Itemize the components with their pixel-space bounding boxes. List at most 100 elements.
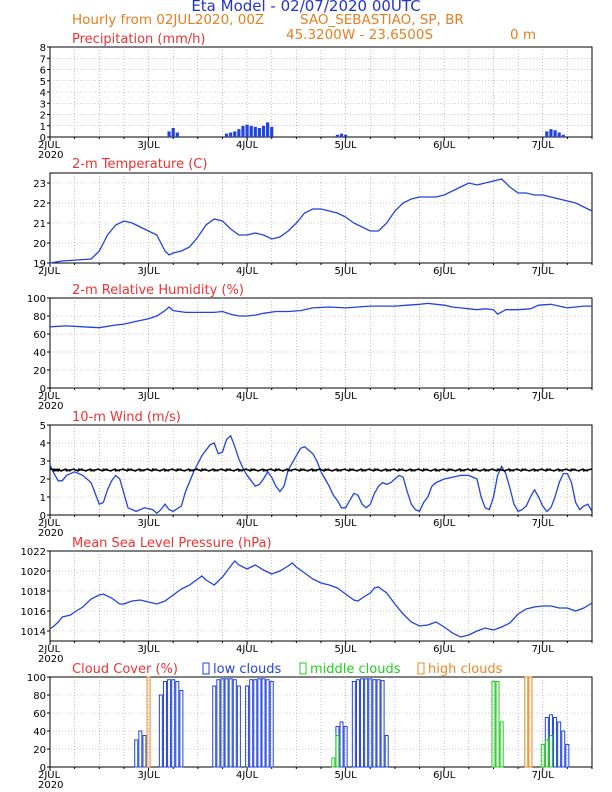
cloud-low-bar	[257, 678, 262, 768]
wind-ytick-label: 0	[40, 511, 46, 522]
precip-bar	[245, 124, 249, 137]
wind-arrow	[582, 468, 593, 472]
cloud-day-label: 7JUL	[532, 770, 555, 781]
cloud-high-bar	[528, 676, 533, 768]
cloud-low-bar	[553, 717, 558, 768]
precip-bar	[171, 128, 175, 137]
cloud-low-bar	[261, 678, 266, 768]
precip-bar	[545, 131, 549, 137]
mslp-year-label: 2020	[38, 654, 63, 665]
wind-day-label: 7JUL	[532, 518, 555, 529]
legend-low-label: low clouds	[213, 662, 282, 677]
precip-ytick-label: 0	[40, 133, 46, 144]
cloud-low-bar	[245, 685, 250, 768]
cloud-panel-title: Cloud Cover (%)	[72, 662, 178, 677]
cloud-low-bar	[142, 735, 147, 768]
cloud-low-bar	[232, 679, 237, 768]
cloud-middle-bar	[331, 757, 336, 768]
wind-year-label: 2020	[38, 528, 63, 539]
precip-bar	[270, 126, 274, 137]
temp-day-label: 6JUL	[433, 266, 456, 277]
precip-day-label: 6JUL	[433, 140, 456, 151]
precip-bar	[175, 132, 179, 137]
precip-bar	[257, 128, 262, 137]
temp-series-line	[49, 178, 593, 264]
wind-day-label: 3JUL	[137, 518, 160, 529]
precip-bar	[249, 125, 253, 137]
precip-ytick-label: 6	[40, 66, 46, 77]
subtitle-elevation: 0 m	[510, 27, 537, 43]
legend-middle-swatch	[299, 662, 307, 675]
cloud-low-bar	[355, 679, 360, 768]
cloud-low-bar	[249, 679, 254, 768]
wind-ytick-label: 1	[40, 493, 46, 504]
chart-title: Eta Model - 02/07/2020 00UTC	[191, 0, 421, 15]
precip-ytick-label: 8	[40, 43, 46, 54]
cloud-low-bar	[228, 678, 233, 768]
precip-day-label: 4JUL	[236, 140, 259, 151]
mslp-ytick-label: 1022	[21, 547, 46, 558]
cloud-low-bar	[175, 681, 180, 768]
cloud-middle-bar	[540, 744, 545, 768]
rh-day-label: 4JUL	[236, 391, 259, 402]
cloud-low-bar	[265, 679, 270, 768]
cloud-low-bar	[179, 690, 184, 768]
temp-ytick-label: 20	[33, 239, 46, 250]
rh-ytick-label: 80	[33, 312, 46, 323]
temp-day-label: 7JUL	[532, 266, 555, 277]
temp-panel-title: 2-m Temperature (C)	[72, 157, 207, 172]
cloud-low-bar	[220, 678, 225, 768]
wind-day-label: 5JUL	[335, 518, 358, 529]
cloud-ytick-label: 20	[33, 745, 46, 756]
precip-bar	[233, 131, 237, 137]
mslp-ytick-label: 1016	[21, 607, 46, 618]
cloud-low-bar	[384, 735, 389, 768]
precip-day-label: 3JUL	[137, 140, 160, 151]
subtitle-run-info: Hourly from 02JUL2020, 00Z	[72, 12, 265, 28]
precip-bar	[339, 133, 344, 137]
cloud-high-bar	[146, 676, 151, 768]
precip-ytick-label: 1	[40, 122, 46, 133]
wind-ytick-label: 3	[40, 457, 46, 468]
wind-ytick-label: 4	[40, 439, 46, 450]
cloud-low-bar	[376, 679, 381, 768]
precip-bar	[241, 125, 245, 137]
subtitle-location: SAO_SEBASTIAO, SP, BR	[300, 12, 464, 28]
precip-panel-title: Precipitation (mm/h)	[72, 32, 205, 47]
mslp-day-label: 2JUL	[38, 644, 61, 655]
cloud-low-bar	[224, 678, 229, 768]
cloud-middle-bar	[548, 735, 553, 768]
temp-day-label: 5JUL	[335, 266, 358, 277]
mslp-day-label: 3JUL	[137, 644, 160, 655]
rh-day-label: 6JUL	[433, 391, 456, 402]
mslp-panel-title: Mean Sea Level Pressure (hPa)	[72, 536, 272, 551]
wind-series-line	[49, 434, 593, 515]
wind-panel-title: 10-m Wind (m/s)	[72, 410, 181, 425]
cloud-low-bar	[167, 679, 172, 768]
mslp-ytick-label: 1014	[21, 627, 46, 638]
cloud-low-bar	[162, 681, 167, 768]
rh-ytick-label: 20	[33, 366, 46, 377]
precip-ytick-label: 5	[40, 77, 46, 88]
cloud-day-label: 4JUL	[236, 770, 259, 781]
mslp-ytick-label: 1020	[21, 567, 46, 578]
cloud-low-bar	[253, 679, 258, 768]
precip-bar	[224, 133, 229, 137]
mslp-day-label: 7JUL	[532, 644, 555, 655]
rh-ytick-label: 60	[33, 330, 46, 341]
precip-bar	[167, 131, 171, 137]
precip-day-label: 7JUL	[532, 140, 555, 151]
precip-bar	[344, 134, 348, 137]
precip-bar	[335, 134, 340, 137]
mslp-ytick-label: 1018	[21, 587, 46, 598]
cloud-low-bar	[565, 744, 570, 768]
rh-day-label: 7JUL	[532, 391, 555, 402]
rh-ytick-label: 0	[40, 384, 46, 395]
cloud-low-bar	[557, 721, 562, 768]
temp-day-label: 3JUL	[137, 266, 160, 277]
rh-ytick-label: 40	[33, 348, 46, 359]
temp-ytick-label: 23	[33, 179, 46, 190]
cloud-day-label: 5JUL	[335, 770, 358, 781]
cloud-low-bar	[212, 685, 217, 768]
wind-day-label: 2JUL	[38, 518, 61, 529]
